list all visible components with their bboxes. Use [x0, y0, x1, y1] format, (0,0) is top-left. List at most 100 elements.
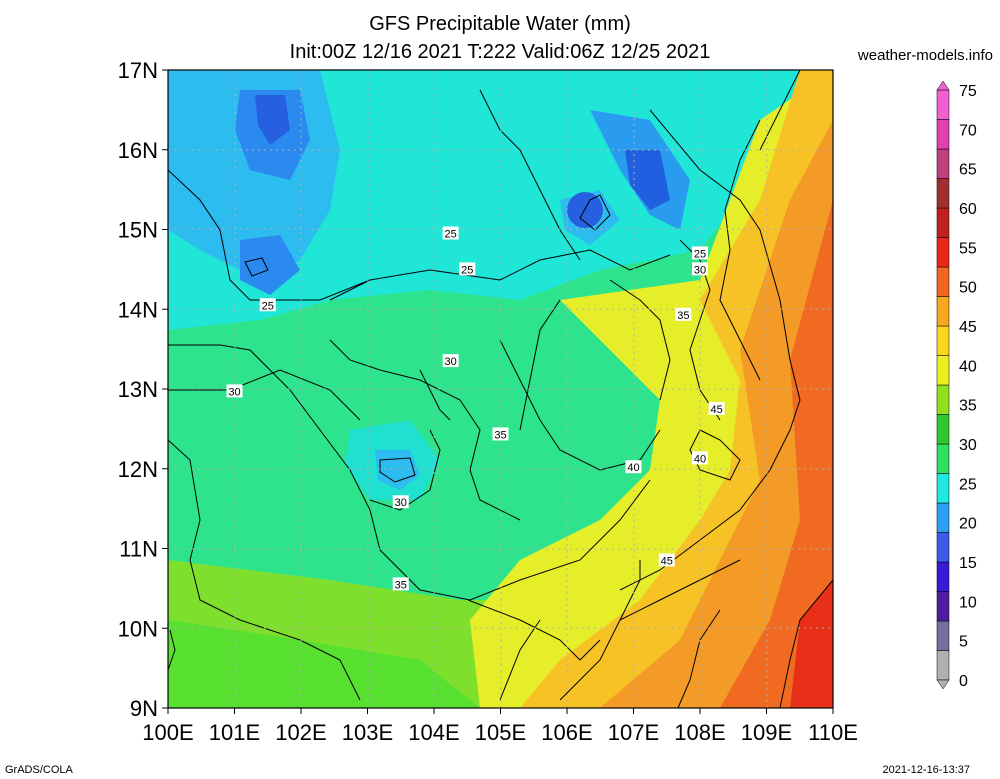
colorbar-segment: [936, 266, 950, 297]
title-line-2: Init:00Z 12/16 2021 T:222 Valid:06Z 12/2…: [290, 41, 711, 63]
contour-label-bg: [692, 246, 708, 260]
lon-label: 103E: [342, 720, 393, 745]
site-label: weather-models.info: [857, 47, 993, 64]
contour-label-bg: [392, 577, 409, 591]
latitude-axis: 17N 16N 15N 14N 13N 12N 11N 10N 9N: [118, 58, 168, 721]
lon-label: 102E: [275, 720, 326, 745]
colorbar-label: 25: [959, 476, 977, 493]
colorbar: [936, 80, 950, 690]
longitude-axis: 100E 101E 102E 103E 104E 105E 106E 107E 108E 109E…: [142, 708, 858, 745]
colorbar-segment: [936, 473, 950, 504]
colorbar-segment: [936, 502, 950, 533]
contour-label: 35: [494, 429, 506, 441]
contour-label: 30: [694, 264, 706, 276]
contour-label: 30: [228, 386, 240, 398]
colorbar-label: 30: [959, 437, 977, 454]
colorbar-segment: [936, 207, 950, 238]
contour-label: 40: [694, 453, 706, 465]
lon-label: 100E: [142, 720, 193, 745]
contour-label-bg: [392, 495, 409, 509]
contour-label-bg: [675, 307, 692, 321]
colorbar-segment: [936, 325, 950, 356]
colorbar-label: 65: [959, 162, 977, 179]
footer-software: GrADS/COLA: [5, 764, 74, 776]
contour-label: 25: [445, 228, 457, 240]
lon-label: 104E: [408, 720, 459, 745]
contour-label: 35: [395, 579, 407, 591]
colorbar-segment: [936, 414, 950, 445]
lon-label: 108E: [674, 720, 725, 745]
colorbar-top-arrow: [936, 80, 950, 91]
colorbar-label: 55: [959, 240, 977, 257]
contour-label: 45: [661, 555, 673, 567]
contour-label: 25: [461, 264, 473, 276]
lat-label: 12N: [118, 457, 158, 482]
colorbar-segment: [936, 650, 950, 681]
lat-label: 17N: [118, 58, 158, 83]
contour-label-bg: [442, 354, 459, 368]
contour-label-bg: [625, 460, 642, 474]
colorbar-label: 70: [959, 122, 977, 139]
colorbar-label: 20: [959, 516, 977, 533]
lat-label: 9N: [130, 696, 158, 721]
colorbar-segment: [936, 532, 950, 563]
colorbar-segment: [936, 89, 950, 120]
precipitable-water-field: [168, 70, 833, 708]
colorbar-bottom-arrow: [936, 679, 950, 690]
colorbar-label: 15: [959, 555, 977, 572]
contour-label-bg: [692, 451, 708, 465]
colorbar-segment: [936, 119, 950, 150]
title-line-1: GFS Precipitable Water (mm): [369, 13, 631, 35]
colorbar-label: 40: [959, 358, 977, 375]
contour-label-bg: [459, 262, 476, 276]
colorbar-label: 0: [959, 673, 968, 690]
contour-label-bg: [492, 427, 509, 441]
lat-label: 16N: [118, 138, 158, 163]
lon-label: 109E: [741, 720, 792, 745]
contour-label: 25: [262, 300, 274, 312]
colorbar-label: 45: [959, 319, 977, 336]
lon-label: 106E: [541, 720, 592, 745]
lon-label: 105E: [475, 720, 526, 745]
lon-label: 101E: [209, 720, 260, 745]
contour-label: 25: [694, 248, 706, 260]
colorbar-label: 50: [959, 280, 977, 297]
contour-label-bg: [226, 384, 243, 398]
contour-label: 35: [677, 310, 689, 322]
colorbar-segment: [936, 355, 950, 386]
colorbar-segment: [936, 384, 950, 415]
colorbar-segment: [936, 561, 950, 592]
colorbar-segment: [936, 620, 950, 651]
colorbar-segment: [936, 148, 950, 179]
lat-label: 13N: [118, 377, 158, 402]
contour-labels: 25 25 25 25 30 35 30 30 35 45 40 40 30 45 35: [226, 226, 725, 591]
lat-label: 11N: [119, 537, 158, 562]
lat-label: 10N: [118, 616, 158, 641]
lon-label: 110E: [808, 720, 858, 745]
colorbar-label: 5: [959, 634, 968, 651]
contour-label-bg: [259, 298, 276, 312]
colorbar-segment: [936, 178, 950, 209]
lat-label: 14N: [118, 297, 158, 322]
contour-label-bg: [658, 553, 675, 567]
contour-label: 40: [627, 462, 639, 474]
colorbar-segment: [936, 237, 950, 268]
colorbar-label: 10: [959, 594, 977, 611]
footer-timestamp: 2021-12-16-13:37: [883, 764, 970, 776]
colorbar-segment: [936, 443, 950, 474]
colorbar-label: 60: [959, 201, 977, 218]
colorbar-label: 35: [959, 398, 977, 415]
colorbar-label: 75: [959, 83, 977, 100]
contour-label-bg: [692, 262, 708, 276]
contour-label: 30: [395, 497, 407, 509]
colorbar-segment: [936, 591, 950, 622]
contour-label-bg: [442, 226, 459, 240]
colorbar-segment: [936, 296, 950, 327]
contour-label: 30: [445, 356, 457, 368]
lon-label: 107E: [608, 720, 659, 745]
lat-label: 15N: [118, 218, 158, 243]
contour-label-bg: [708, 401, 725, 415]
contour-label: 45: [711, 404, 723, 416]
